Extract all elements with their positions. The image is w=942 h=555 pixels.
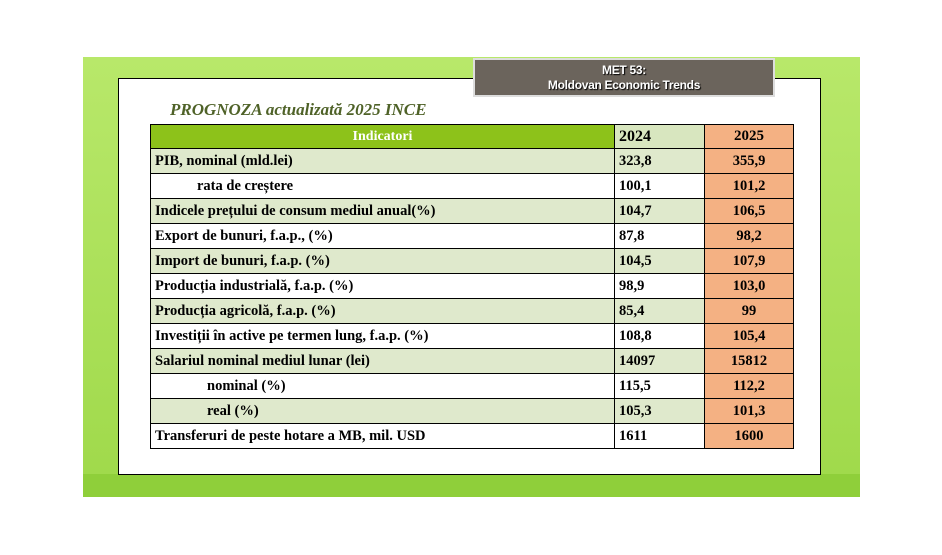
header-banner: MET 53: Moldovan Economic Trends [473, 58, 775, 97]
indicator-cell: Import de bunuri, f.a.p. (%) [150, 248, 615, 274]
value-cell: 99 [704, 298, 794, 324]
value-cell: 85,4 [614, 298, 705, 324]
value-cell: 115,5 [614, 373, 705, 399]
slide-title: PROGNOZA actualizată 2025 INCE [170, 100, 427, 119]
table-body: PIB, nominal (mld.lei) 323,8 355,9 rata de … [150, 148, 794, 449]
value-cell: 100,1 [614, 173, 705, 199]
table-row: Transferuri de peste hotare a MB, mil. U… [150, 423, 794, 449]
value-cell: 108,8 [614, 323, 705, 349]
table-row: Producția agricolă, f.a.p. (%) 85,4 99 [150, 298, 794, 324]
column-header: Indicatori [150, 124, 615, 149]
indicator-cell: Producția industrială, f.a.p. (%) [150, 273, 615, 299]
value-cell: 104,5 [614, 248, 705, 274]
banner-line: Moldovan Economic Trends [547, 78, 701, 92]
value-cell: 87,8 [614, 223, 705, 249]
value-cell: 105,3 [614, 398, 705, 424]
value-cell: 105,4 [704, 323, 794, 349]
indicator-cell: PIB, nominal (mld.lei) [150, 148, 615, 174]
indicator-cell: rata de creștere [150, 173, 615, 199]
indicator-cell: Indicele prețului de consum mediul anual… [150, 198, 615, 224]
indicator-cell: Producția agricolă, f.a.p. (%) [150, 298, 615, 324]
table-row: Producția industrială, f.a.p. (%) 98,9 103… [150, 273, 794, 299]
table-row: Indicele prețului de consum mediul anual… [150, 198, 794, 224]
value-cell: 98,2 [704, 223, 794, 249]
indicator-cell: Investiții în active pe termen lung, f.a… [150, 323, 615, 349]
indicator-cell: Export de bunuri, f.a.p., (%) [150, 223, 615, 249]
value-cell: 14097 [614, 348, 705, 374]
value-cell: 1611 [614, 423, 705, 449]
value-cell: 101,2 [704, 173, 794, 199]
header-row: Indicatori 2024 2025 [150, 124, 794, 149]
value-cell: 1600 [704, 423, 794, 449]
value-cell: 355,9 [704, 148, 794, 174]
value-cell: 107,9 [704, 248, 794, 274]
slide-footer-band [83, 474, 860, 497]
value-cell: 104,7 [614, 198, 705, 224]
column-header: 2024 [614, 124, 705, 149]
table-row: nominal (%) 115,5 112,2 [150, 373, 794, 399]
value-cell: 98,9 [614, 273, 705, 299]
indicator-cell: real (%) [150, 398, 615, 424]
table-row: Export de bunuri, f.a.p., (%) 87,8 98,2 [150, 223, 794, 249]
value-cell: 106,5 [704, 198, 794, 224]
value-cell: 103,0 [704, 273, 794, 299]
value-cell: 323,8 [614, 148, 705, 174]
table-row: real (%) 105,3 101,3 [150, 398, 794, 424]
table-row: Investiții în active pe termen lung, f.a… [150, 323, 794, 349]
table-row: PIB, nominal (mld.lei) 323,8 355,9 [150, 148, 794, 174]
value-cell: 15812 [704, 348, 794, 374]
indicator-cell: nominal (%) [150, 373, 615, 399]
column-header: 2025 [704, 124, 794, 149]
table-row: Salariul nominal mediul lunar (lei) 14097… [150, 348, 794, 374]
banner-line: MET 53: [602, 63, 646, 77]
indicator-cell: Transferuri de peste hotare a MB, mil. U… [150, 423, 615, 449]
table-row: rata de creștere 100,1 101,2 [150, 173, 794, 199]
value-cell: 101,3 [704, 398, 794, 424]
indicator-cell: Salariul nominal mediul lunar (lei) [150, 348, 615, 374]
value-cell: 112,2 [704, 373, 794, 399]
forecast-table: Indicatori 2024 2025 PIB, nominal (mld.l… [150, 124, 794, 449]
table-row: Import de bunuri, f.a.p. (%) 104,5 107,9 [150, 248, 794, 274]
